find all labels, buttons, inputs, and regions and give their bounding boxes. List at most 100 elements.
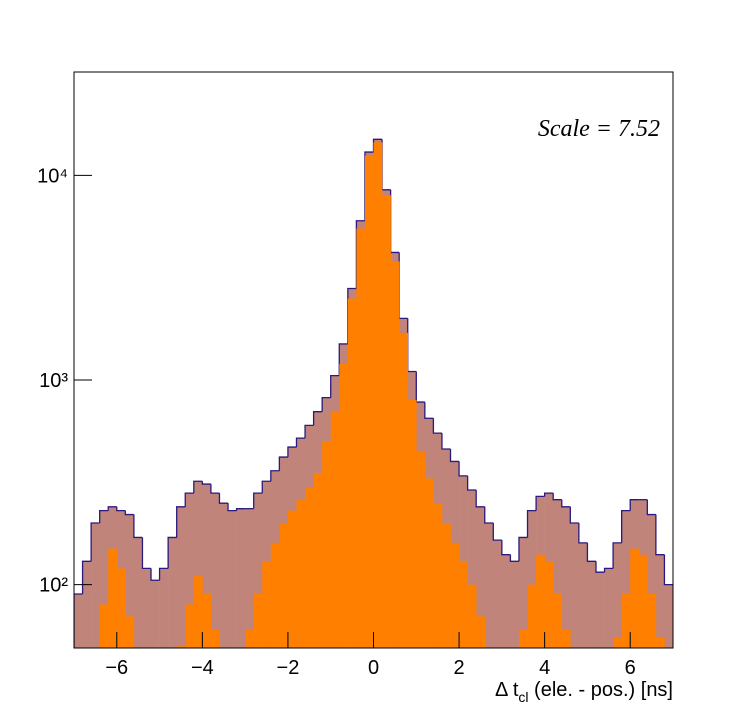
bin-outline: [612, 542, 622, 569]
bin-outline: [304, 424, 314, 439]
bar: [570, 523, 580, 648]
bin-outline: [253, 492, 263, 509]
x-tick-label: 4: [539, 657, 550, 679]
bar: [236, 508, 246, 648]
bar: [595, 572, 605, 648]
bar: [202, 484, 212, 648]
bar: [441, 523, 451, 648]
bin-outline: [201, 481, 211, 485]
bin-outline: [133, 514, 143, 539]
bin-outline: [586, 542, 596, 562]
bin-outline: [270, 470, 280, 482]
bar: [630, 548, 640, 648]
bin-outline: [330, 375, 340, 398]
bar: [553, 593, 563, 648]
bin-outline: [561, 499, 571, 508]
bar: [202, 593, 212, 648]
bin-outline: [492, 523, 502, 541]
bin-outline: [184, 492, 194, 507]
bin-outline: [543, 492, 554, 497]
bar: [390, 261, 400, 648]
bin-outline: [312, 411, 323, 426]
bin-outline: [287, 446, 297, 458]
bin-outline: [466, 475, 477, 491]
bar: [518, 630, 528, 648]
bin-outline: [441, 433, 451, 450]
x-tick-label: 0: [368, 657, 379, 679]
annotation: Scale = 7.52: [538, 116, 660, 142]
bar: [219, 503, 229, 648]
bar: [287, 510, 297, 648]
bar: [493, 540, 503, 648]
bar: [322, 441, 332, 648]
bar: [185, 604, 195, 648]
bar: [330, 411, 340, 648]
bar: [407, 399, 417, 648]
bar: [578, 542, 588, 648]
bar: [253, 593, 263, 648]
bin-outline: [578, 523, 588, 544]
bin-outline: [595, 561, 605, 573]
bar: [647, 593, 657, 648]
bin-outline: [278, 456, 288, 471]
bar: [159, 568, 169, 648]
bar: [91, 523, 100, 648]
bar: [193, 481, 203, 648]
bar: [185, 493, 195, 648]
bar: [476, 506, 486, 648]
bin-outline: [193, 480, 203, 494]
bar: [613, 542, 622, 648]
bin-outline: [124, 510, 134, 516]
bin-outline: [74, 593, 83, 648]
bar: [116, 568, 126, 648]
bar: [561, 506, 571, 648]
bin-outline: [116, 506, 126, 512]
bar: [176, 506, 186, 648]
bar: [210, 630, 220, 648]
bar: [99, 604, 109, 648]
bin-outline: [458, 461, 468, 477]
x-axis-title: Δ tcl (ele. - pos.) [ns]: [495, 679, 673, 705]
bin-outline: [526, 509, 537, 538]
bin-outline: [398, 252, 408, 320]
bar: [245, 508, 254, 648]
bin-outline: [381, 139, 391, 191]
bar: [364, 155, 374, 648]
bar: [253, 493, 263, 648]
bar: [168, 537, 177, 648]
bin-outline: [501, 540, 511, 556]
bin-outline: [150, 568, 160, 581]
bin-outline: [321, 396, 331, 412]
bin-outline: [176, 506, 186, 538]
bar: [655, 554, 665, 648]
x-tick-label: −4: [191, 657, 214, 679]
y-tick-label: 10³: [39, 370, 68, 392]
bar: [604, 568, 614, 648]
bar: [228, 510, 237, 648]
bar: [125, 514, 135, 648]
bar: [450, 542, 460, 648]
bin-outline: [107, 506, 117, 511]
bar: [176, 646, 186, 648]
y-tick-label: 10⁴: [37, 165, 68, 187]
x-tick-label: 2: [454, 657, 465, 679]
bin-outline: [484, 506, 494, 524]
bar: [74, 593, 83, 648]
bar: [373, 142, 383, 648]
bar: [518, 537, 528, 648]
bin-outline: [235, 508, 246, 511]
bar: [484, 523, 494, 648]
bar: [433, 503, 443, 648]
bar: [347, 298, 357, 648]
bar: [621, 593, 631, 648]
bin-outline: [218, 493, 229, 504]
bar: [527, 584, 537, 648]
bar: [108, 548, 118, 648]
bin-outline: [141, 537, 152, 570]
bar: [399, 332, 409, 648]
bin-outline: [227, 503, 237, 512]
bar: [125, 616, 135, 648]
bar: [467, 584, 477, 648]
bar: [527, 510, 537, 648]
bin-outline: [295, 437, 306, 448]
